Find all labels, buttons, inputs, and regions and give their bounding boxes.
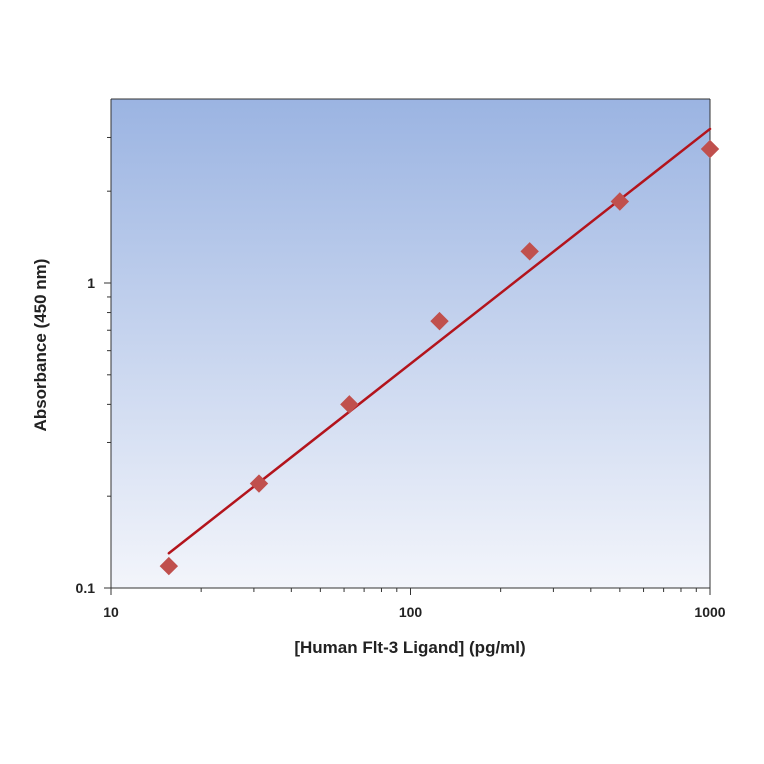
data-point-marker bbox=[610, 192, 630, 211]
data-point-marker bbox=[430, 311, 449, 331]
data-point-marker bbox=[249, 474, 269, 493]
plot-area bbox=[111, 99, 710, 588]
y-tick-labels: 0.1 1 bbox=[76, 275, 96, 596]
y-tick-label-0.1: 0.1 bbox=[76, 580, 96, 596]
data-point-marker bbox=[159, 556, 179, 576]
y-axis-title: Absorbance (450 nm) bbox=[31, 259, 50, 432]
x-axis-title: [Human Flt-3 Ligand] (pg/ml) bbox=[294, 638, 525, 657]
x-tick-labels: 10 100 1000 bbox=[103, 604, 726, 620]
x-tick-label-1000: 1000 bbox=[694, 604, 725, 620]
y-tick-label-1: 1 bbox=[87, 275, 95, 291]
data-point-marker bbox=[340, 395, 359, 414]
axes bbox=[104, 98, 711, 595]
x-tick-label-10: 10 bbox=[103, 604, 119, 620]
data-point-marker bbox=[700, 139, 720, 159]
data-points bbox=[159, 139, 720, 576]
x-tick-label-100: 100 bbox=[399, 604, 423, 620]
data-point-marker bbox=[520, 242, 539, 261]
